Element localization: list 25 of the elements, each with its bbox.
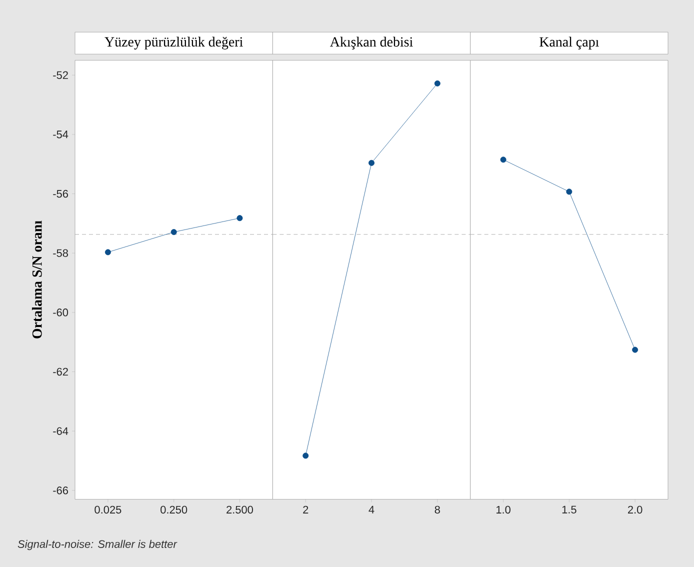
x-tick-label: 2.0 xyxy=(628,506,642,514)
chart-title: Yüzey pürüzlülük değeri xyxy=(104,36,243,50)
y-tick-label: -58 xyxy=(53,249,68,257)
chart-title: Akışkan debisi xyxy=(330,36,413,50)
x-tick-label: 0.025 xyxy=(94,506,122,514)
y-tick-label: -66 xyxy=(53,486,68,494)
y-axis-title: Ortalama S/N oranı xyxy=(32,220,42,338)
point xyxy=(170,229,177,236)
x-tick-label: 4 xyxy=(368,506,374,514)
text: Signal-to-noise: Smaller is better xyxy=(18,540,178,550)
y-tick-label: -62 xyxy=(53,368,68,376)
x-tick-label: 8 xyxy=(434,506,440,514)
x-tick-label: 2 xyxy=(303,506,308,514)
x-tick-label: 0.250 xyxy=(160,506,188,514)
x-tick-label: 2.500 xyxy=(226,506,253,514)
x-tick-label: 1.5 xyxy=(562,506,576,514)
y-tick-label: -54 xyxy=(53,130,68,138)
y-tick-label: -64 xyxy=(53,427,68,435)
y-tick-label: -56 xyxy=(53,190,68,198)
point xyxy=(236,215,243,222)
chart-title: Kanal çapı xyxy=(540,36,599,50)
y-tick-label: -60 xyxy=(53,308,68,316)
x-tick-label: 1.0 xyxy=(496,506,510,514)
point xyxy=(104,249,111,256)
y-tick-label: -52 xyxy=(53,71,68,80)
